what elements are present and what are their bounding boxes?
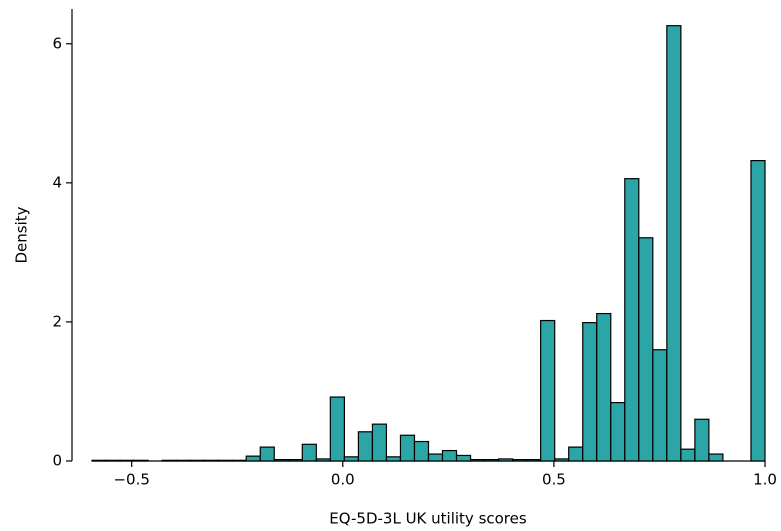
bar — [694, 418, 710, 462]
y-tick-label: 6 — [52, 34, 62, 52]
bar — [582, 322, 598, 462]
bar — [610, 401, 626, 462]
bar — [259, 446, 275, 462]
bar — [568, 446, 584, 462]
bar — [427, 453, 444, 462]
x-axis-label: EQ-5D-3L UK utility scores — [329, 510, 527, 528]
y-tick-label: 0 — [52, 452, 62, 470]
bar — [483, 459, 500, 462]
bar — [638, 237, 654, 462]
bar — [91, 459, 107, 462]
bar — [596, 312, 612, 462]
bar — [750, 159, 766, 462]
bar — [119, 459, 135, 462]
bar — [371, 423, 388, 462]
bar — [203, 459, 219, 462]
bar — [245, 455, 261, 462]
bar — [105, 459, 121, 462]
bar — [343, 456, 360, 462]
y-axis-label: Density — [13, 206, 31, 263]
x-tick-label: 0.0 — [331, 471, 355, 489]
bar — [624, 178, 640, 462]
bar — [161, 459, 177, 462]
bar — [329, 396, 345, 462]
bar — [666, 25, 682, 462]
bar — [287, 459, 303, 462]
bar — [175, 459, 191, 462]
bar — [526, 459, 542, 462]
bar — [455, 454, 472, 462]
bar — [413, 440, 430, 462]
x-tick-label: 1.0 — [753, 471, 777, 489]
bar — [133, 459, 149, 462]
bar — [217, 459, 233, 462]
bar — [441, 449, 458, 462]
bar — [231, 459, 247, 462]
bar — [708, 453, 724, 462]
x-tick-label: 0.5 — [542, 471, 566, 489]
bar — [357, 431, 374, 462]
bar — [273, 459, 289, 462]
bar — [301, 443, 317, 462]
y-tick-label: 2 — [52, 312, 62, 330]
bar — [554, 458, 570, 462]
bar — [189, 459, 205, 462]
x-tick-label: −0.5 — [113, 471, 149, 489]
y-tick-label: 4 — [52, 173, 62, 191]
bar — [652, 349, 668, 462]
bar — [385, 456, 402, 462]
bar — [399, 434, 416, 462]
bar — [512, 459, 528, 462]
bar — [680, 448, 696, 462]
bar — [469, 459, 486, 462]
bar — [497, 458, 514, 462]
bar — [540, 319, 556, 462]
bar — [315, 458, 331, 462]
